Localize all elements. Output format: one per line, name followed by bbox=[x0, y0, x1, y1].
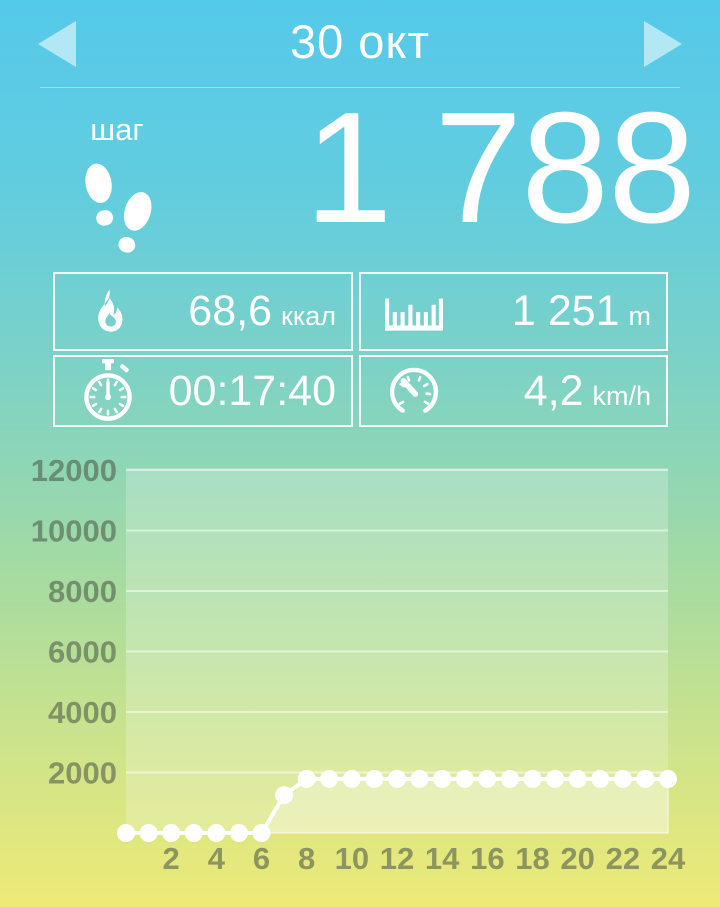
data-point bbox=[229, 824, 248, 842]
data-point bbox=[659, 769, 677, 788]
data-point bbox=[275, 786, 294, 805]
data-point bbox=[342, 769, 361, 788]
x-tick-label: 6 bbox=[253, 841, 270, 876]
date-title: 30 окт bbox=[289, 15, 431, 68]
y-tick-label: 2000 bbox=[48, 756, 117, 791]
data-point bbox=[297, 769, 316, 788]
header-separator bbox=[40, 87, 680, 88]
x-tick-label: 14 bbox=[425, 841, 460, 876]
data-point bbox=[500, 769, 519, 788]
x-tick-label: 18 bbox=[515, 841, 549, 876]
x-tick-label: 20 bbox=[560, 841, 594, 876]
x-tick-label: 22 bbox=[606, 841, 640, 876]
data-point bbox=[546, 769, 565, 788]
y-tick-label: 10000 bbox=[31, 514, 117, 549]
x-tick-label: 8 bbox=[298, 841, 315, 876]
data-point bbox=[117, 824, 135, 842]
x-tick-label: 12 bbox=[380, 841, 414, 876]
data-point bbox=[568, 769, 587, 788]
stats-grid: 68,6 ккал 1 251 m bbox=[53, 272, 668, 427]
stopwatch-icon bbox=[77, 359, 139, 423]
chevron-right-icon next-day-button[interactable] bbox=[644, 21, 682, 67]
speed-cell: 4,2 km/h bbox=[359, 355, 668, 427]
steps-label: шаг bbox=[90, 112, 144, 147]
data-point bbox=[433, 769, 452, 788]
y-tick-label: 12000 bbox=[31, 453, 117, 488]
speed-unit: km/h bbox=[592, 380, 651, 411]
data-point bbox=[613, 769, 632, 788]
data-point bbox=[478, 769, 497, 788]
data-point bbox=[410, 769, 429, 788]
duration-value: 00:17:40 bbox=[168, 366, 336, 415]
x-tick-label: 2 bbox=[163, 841, 180, 876]
calories-value: 68,6 bbox=[188, 287, 272, 335]
data-point bbox=[207, 824, 226, 842]
footprints-icon bbox=[75, 163, 159, 272]
y-tick-label: 8000 bbox=[48, 574, 117, 609]
duration-cell: 00:17:40 bbox=[53, 355, 353, 427]
data-point bbox=[591, 769, 610, 788]
steps-count: 1 788 bbox=[304, 80, 696, 256]
data-point bbox=[523, 769, 542, 788]
speed-value: 4,2 bbox=[523, 366, 584, 415]
calories-unit: ккал bbox=[281, 301, 336, 331]
speedometer-icon bbox=[383, 363, 445, 419]
calories-cell: 68,6 ккал bbox=[53, 272, 353, 351]
data-point bbox=[636, 769, 655, 788]
chevron-left-icon prev-day-button[interactable] bbox=[38, 21, 76, 67]
steps-block: шаг bbox=[58, 112, 176, 273]
x-tick-label: 4 bbox=[208, 841, 226, 876]
flame-icon bbox=[77, 285, 139, 339]
x-tick-label: 10 bbox=[335, 841, 369, 876]
y-tick-label: 4000 bbox=[48, 695, 117, 730]
distance-unit: m bbox=[628, 301, 652, 331]
data-point bbox=[252, 824, 271, 842]
data-point bbox=[320, 769, 339, 788]
y-tick-label: 6000 bbox=[48, 635, 117, 670]
data-point bbox=[184, 824, 203, 842]
data-point bbox=[162, 824, 181, 842]
x-tick-label: 24 bbox=[651, 841, 686, 876]
distance-value: 1 251 bbox=[511, 287, 620, 335]
data-point bbox=[455, 769, 474, 788]
x-tick-label: 16 bbox=[470, 841, 504, 876]
distance-cell: 1 251 m bbox=[359, 272, 668, 351]
data-point bbox=[365, 769, 384, 788]
date-header: 30 окт bbox=[0, 0, 720, 88]
ruler-icon bbox=[383, 291, 445, 333]
data-point bbox=[388, 769, 406, 788]
data-point bbox=[139, 824, 158, 842]
